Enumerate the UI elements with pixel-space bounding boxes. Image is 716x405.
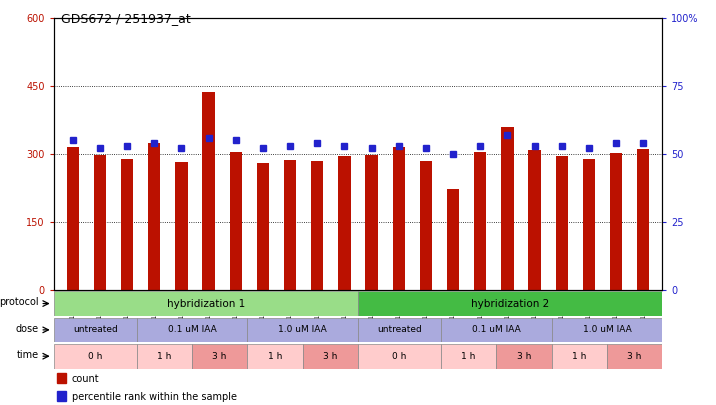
Text: 3 h: 3 h	[517, 352, 531, 361]
Text: untreated: untreated	[377, 325, 422, 335]
Bar	[392, 147, 405, 290]
Bar	[203, 92, 215, 290]
Bar	[528, 150, 541, 290]
Bar	[447, 189, 459, 290]
Text: 3 h: 3 h	[323, 352, 337, 361]
Bar	[637, 149, 649, 290]
Bar	[257, 163, 269, 290]
Text: 1 h: 1 h	[572, 352, 586, 361]
Text: percentile rank within the sample: percentile rank within the sample	[72, 392, 236, 402]
Bar	[556, 156, 568, 290]
Bar	[474, 151, 486, 290]
Text: 0 h: 0 h	[88, 352, 102, 361]
Bar	[137, 344, 192, 369]
Bar	[365, 155, 378, 290]
Text: 0.1 uM IAA: 0.1 uM IAA	[472, 325, 521, 335]
Text: 0.1 uM IAA: 0.1 uM IAA	[168, 325, 216, 335]
Text: 1 h: 1 h	[158, 352, 172, 361]
Bar	[303, 344, 358, 369]
Bar	[583, 159, 595, 290]
Bar	[67, 147, 79, 290]
Bar	[247, 344, 303, 369]
Text: 1.0 uM IAA: 1.0 uM IAA	[583, 325, 632, 335]
Bar	[441, 344, 496, 369]
Bar	[284, 160, 296, 290]
Bar	[54, 344, 137, 369]
Bar	[57, 373, 66, 383]
Text: 1.0 uM IAA: 1.0 uM IAA	[279, 325, 327, 335]
Bar	[338, 156, 351, 290]
Text: time: time	[16, 350, 39, 360]
Bar	[496, 344, 551, 369]
Bar	[501, 127, 513, 290]
Text: GDS672 / 251937_at: GDS672 / 251937_at	[61, 12, 190, 25]
Bar	[148, 143, 160, 290]
Bar	[230, 151, 242, 290]
Bar	[57, 391, 66, 401]
Text: 1 h: 1 h	[462, 352, 476, 361]
Text: count: count	[72, 374, 100, 384]
Bar	[551, 318, 662, 342]
Text: hybridization 2: hybridization 2	[471, 298, 549, 309]
Bar	[247, 318, 358, 342]
Bar	[358, 344, 441, 369]
Text: dose: dose	[16, 324, 39, 334]
Bar	[420, 161, 432, 290]
Bar	[192, 344, 247, 369]
Bar	[54, 318, 137, 342]
Bar	[311, 161, 324, 290]
Bar	[137, 318, 247, 342]
Bar	[175, 162, 188, 290]
Bar	[358, 291, 662, 316]
Text: 3 h: 3 h	[213, 352, 227, 361]
Bar	[54, 291, 358, 316]
Text: 0 h: 0 h	[392, 352, 407, 361]
Bar	[441, 318, 551, 342]
Bar	[121, 159, 133, 290]
Text: protocol: protocol	[0, 297, 39, 307]
Text: hybridization 1: hybridization 1	[167, 298, 245, 309]
Text: untreated: untreated	[73, 325, 117, 335]
Text: 3 h: 3 h	[627, 352, 642, 361]
Bar	[610, 153, 622, 290]
Bar	[358, 318, 441, 342]
Text: 1 h: 1 h	[268, 352, 282, 361]
Bar	[551, 344, 607, 369]
Bar	[607, 344, 662, 369]
Bar	[94, 155, 106, 290]
